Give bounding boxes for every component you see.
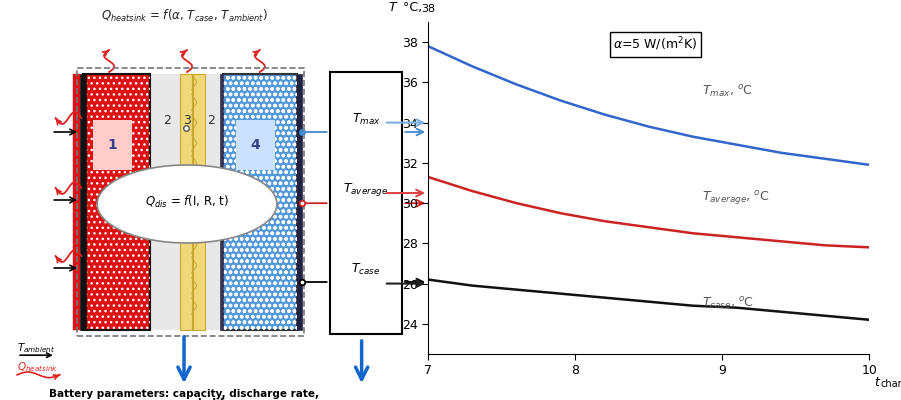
Text: $T_{average}$, $^o$C: $T_{average}$, $^o$C bbox=[702, 189, 769, 207]
FancyBboxPatch shape bbox=[94, 120, 132, 170]
Text: T: T bbox=[388, 1, 396, 14]
Bar bbox=[223, 74, 297, 330]
Text: $T_{case}$, $^o$C: $T_{case}$, $^o$C bbox=[702, 296, 754, 312]
Bar bbox=[179, 74, 192, 330]
Text: 1: 1 bbox=[108, 138, 117, 152]
Bar bbox=[330, 72, 402, 334]
Text: power, cycle life: power, cycle life bbox=[136, 398, 232, 400]
Text: Battery parameters: capacity, discharge rate,: Battery parameters: capacity, discharge … bbox=[49, 389, 319, 399]
Text: $T_{max}$, $^o$C: $T_{max}$, $^o$C bbox=[702, 84, 752, 100]
Bar bbox=[80, 74, 86, 330]
Bar bbox=[223, 74, 297, 330]
Text: 4: 4 bbox=[250, 138, 260, 152]
Text: 2: 2 bbox=[163, 114, 171, 126]
Bar bbox=[84, 74, 150, 330]
Text: 38: 38 bbox=[422, 4, 435, 14]
Text: °C,: °C, bbox=[399, 1, 423, 14]
Text: $T_{ambient}$: $T_{ambient}$ bbox=[17, 341, 56, 355]
Bar bbox=[193, 74, 205, 330]
Text: 3: 3 bbox=[183, 114, 190, 127]
Text: $\alpha$=5 W/(m$^2$K): $\alpha$=5 W/(m$^2$K) bbox=[614, 35, 697, 53]
Text: $Q_{heatsink}$: $Q_{heatsink}$ bbox=[17, 360, 59, 374]
Ellipse shape bbox=[97, 165, 277, 243]
Bar bbox=[84, 74, 150, 330]
Bar bbox=[220, 74, 223, 330]
Text: $Q_{dis}$ = $\it{f}$(I, R, t): $Q_{dis}$ = $\it{f}$(I, R, t) bbox=[145, 194, 229, 210]
Bar bbox=[73, 74, 80, 330]
Bar bbox=[296, 74, 302, 330]
Text: $T_{max}$: $T_{max}$ bbox=[351, 112, 380, 127]
FancyBboxPatch shape bbox=[236, 120, 275, 170]
Text: $Q_{heatsink}$ = $\it{f}$($\alpha$, $T_{case}$, $T_{ambient}$): $Q_{heatsink}$ = $\it{f}$($\alpha$, $T_{… bbox=[101, 8, 268, 24]
Text: $T_{case}$: $T_{case}$ bbox=[351, 262, 380, 277]
Bar bbox=[150, 74, 223, 330]
Text: charge: charge bbox=[880, 379, 901, 389]
Text: $t$: $t$ bbox=[874, 376, 881, 388]
Text: $T_{average}$: $T_{average}$ bbox=[343, 182, 388, 198]
Text: 2: 2 bbox=[207, 114, 215, 126]
